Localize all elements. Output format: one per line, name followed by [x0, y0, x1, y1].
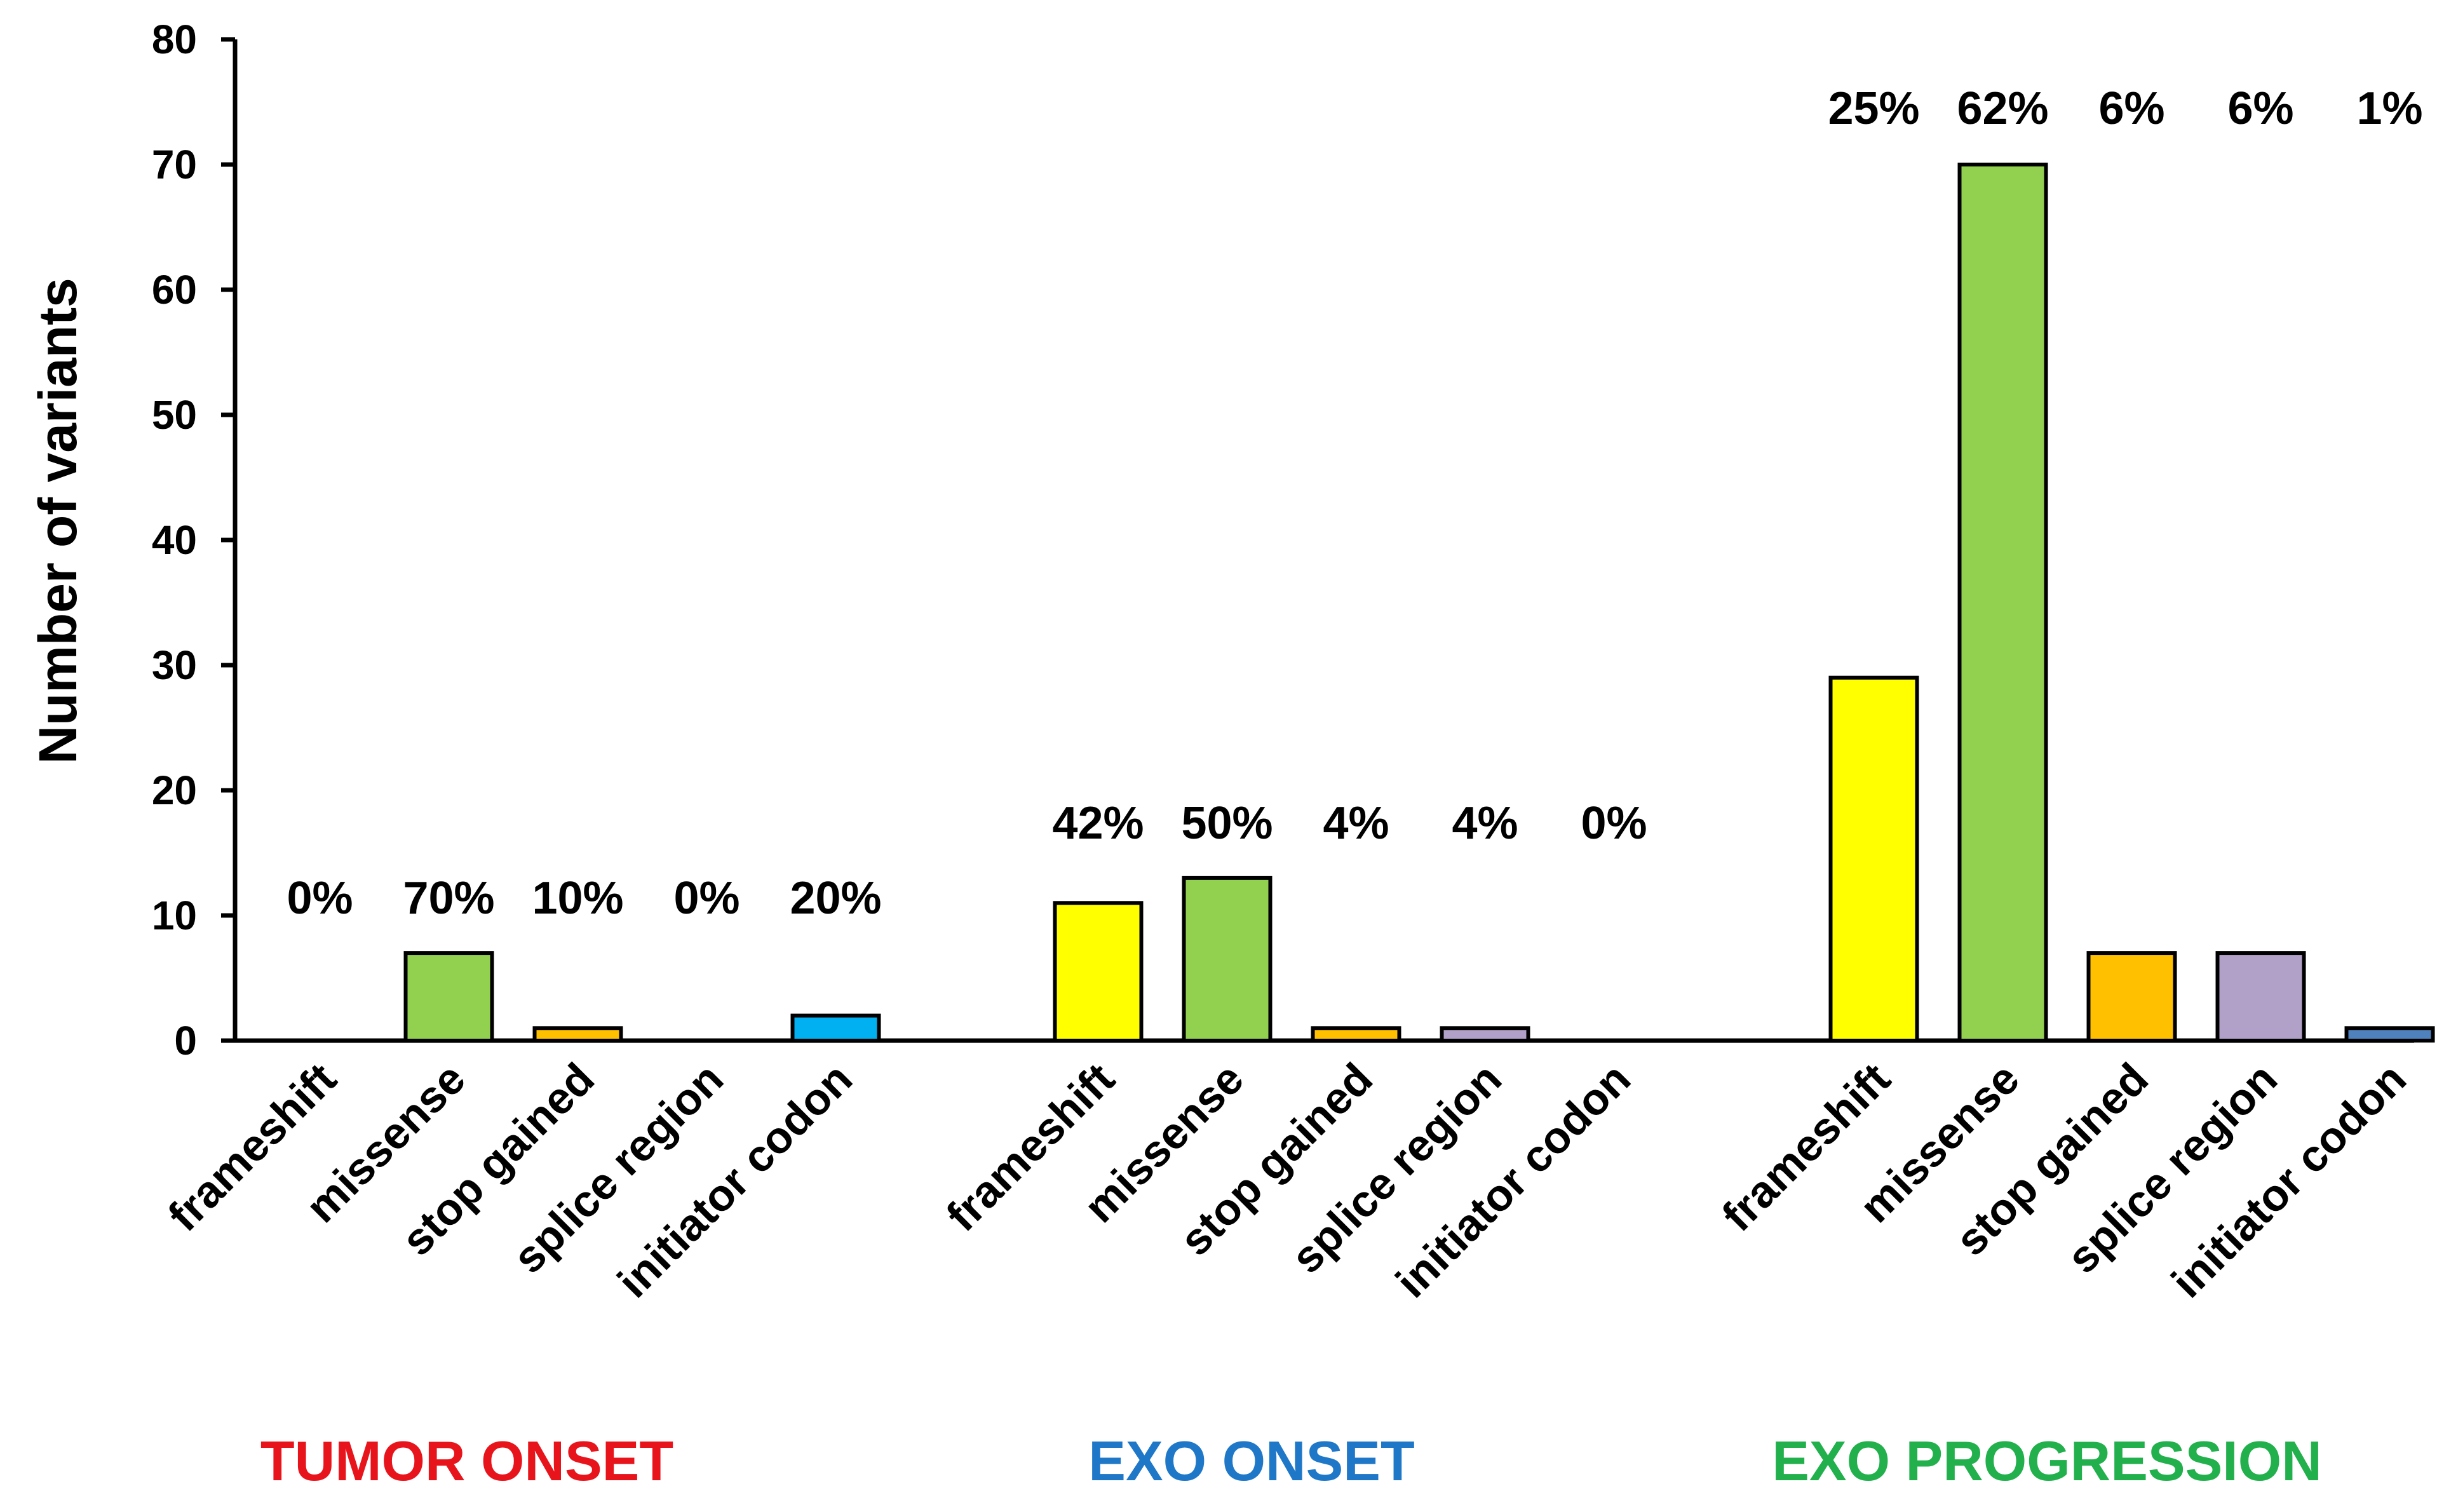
category-label: initiator codon — [1386, 1053, 1640, 1307]
percent-label: 4% — [1323, 798, 1389, 849]
percent-label: 20% — [790, 873, 881, 924]
bar — [2086, 951, 2177, 1043]
percent-label: 42% — [1052, 798, 1144, 849]
percent-label: 10% — [532, 873, 623, 924]
y-tick-label: 30 — [152, 642, 197, 688]
percent-label: 0% — [287, 873, 353, 924]
y-axis-title: Number of variants — [28, 278, 88, 764]
bar — [403, 951, 494, 1043]
group-labels: TUMOR ONSET EXO ONSET EXO PROGRESSION — [260, 1429, 2322, 1492]
percent-label: 4% — [1452, 798, 1518, 849]
percent-label: 25% — [1828, 83, 1919, 134]
bar — [532, 1026, 623, 1043]
group-label: EXO ONSET — [1088, 1429, 1414, 1492]
percent-label: 0% — [1581, 798, 1647, 849]
y-tick-label: 50 — [152, 392, 197, 438]
bar — [2215, 951, 2306, 1043]
y-tick-label: 80 — [152, 17, 197, 62]
bar — [1828, 675, 1919, 1043]
bar — [1440, 1026, 1530, 1043]
percent-label: 50% — [1181, 798, 1273, 849]
y-tick-label: 0 — [174, 1018, 197, 1063]
group-label: EXO PROGRESSION — [1772, 1429, 2322, 1492]
bar — [1311, 1026, 1401, 1043]
percent-label: 70% — [403, 873, 494, 924]
bar — [790, 1013, 881, 1043]
category-label: initiator codon — [2162, 1053, 2415, 1307]
y-tick-label: 60 — [152, 267, 197, 313]
y-tick-label: 40 — [152, 517, 197, 563]
percent-labels: 0% 70% 10% 0% 20% 42% 50% 4% 4% 0% 25% 62% 6% 6% 1% — [287, 83, 2422, 924]
percent-label: 6% — [2227, 83, 2293, 134]
bar — [2344, 1026, 2435, 1043]
category-label: initiator codon — [608, 1053, 861, 1307]
bar — [1957, 163, 2048, 1043]
percent-label: 6% — [2098, 83, 2164, 134]
y-tick-label: 70 — [152, 142, 197, 187]
bar — [1053, 901, 1144, 1043]
group-label: TUMOR ONSET — [260, 1429, 673, 1492]
bar — [1182, 875, 1273, 1043]
percent-label: 62% — [1957, 83, 2048, 134]
y-tick-label: 20 — [152, 767, 197, 813]
percent-label: 1% — [2356, 83, 2422, 134]
bars — [403, 163, 2435, 1043]
percent-label: 0% — [673, 873, 739, 924]
y-tick-label: 10 — [152, 893, 197, 938]
